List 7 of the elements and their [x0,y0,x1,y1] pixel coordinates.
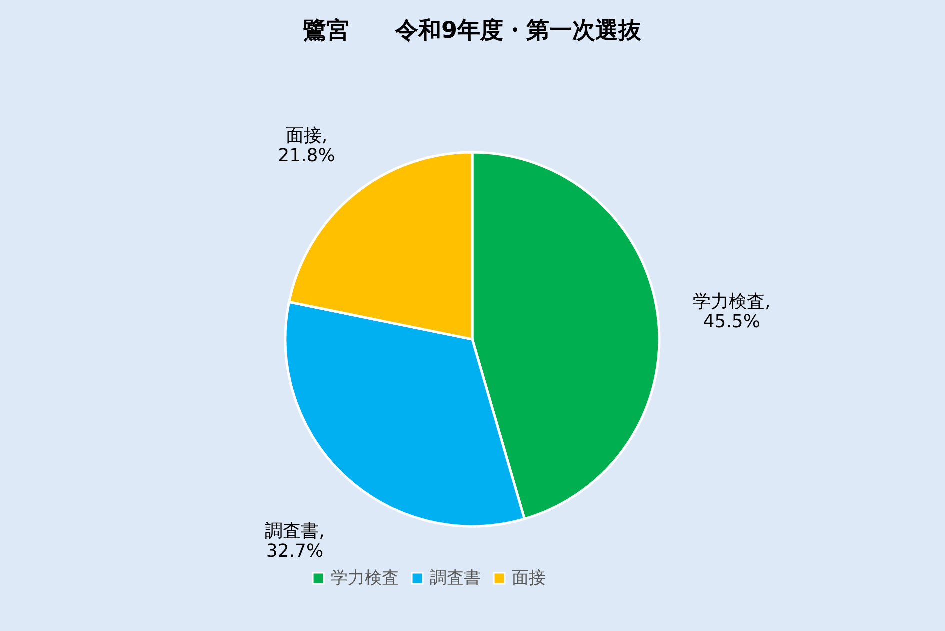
legend-label: 調査書 [430,568,481,589]
legend-label: 面接 [512,568,546,589]
data-label: 面接, 21.8% [278,126,336,167]
data-label: 調査書, 32.7% [265,521,325,562]
legend-label: 学力検査 [331,568,399,589]
data-label: 学力検査, 45.5% [693,292,771,333]
chart-title: 鷺宮 令和9年度・第一次選抜 [302,17,642,44]
